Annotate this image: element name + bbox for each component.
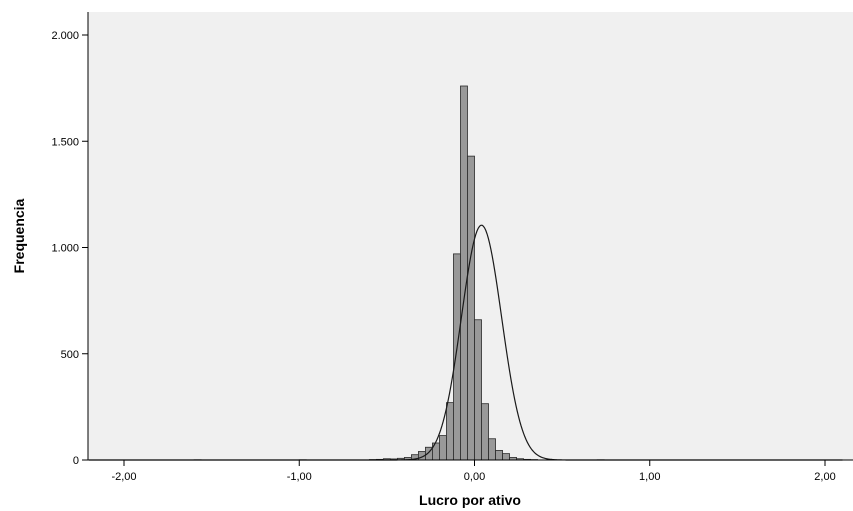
histogram-bar	[481, 403, 489, 461]
x-tick-label: 1,00	[639, 471, 660, 483]
y-axis-ticks: 0 500 1.000 1.500 2.000	[51, 30, 88, 467]
y-tick-label: 1.500	[51, 136, 79, 148]
x-tick-label: 0,00	[464, 471, 485, 483]
histogram-bar	[453, 253, 461, 461]
x-axis-ticks: -2,00 -1,00 0,00 1,00 2,00	[111, 460, 836, 483]
histogram-bar	[460, 85, 468, 461]
x-tick-label: -2,00	[111, 471, 136, 483]
y-tick-label: 1.000	[51, 243, 79, 255]
histogram-bar	[467, 155, 475, 461]
histogram-bar	[446, 402, 454, 461]
y-axis-title: Frequencia	[11, 198, 27, 273]
histogram-bar	[495, 450, 503, 461]
y-tick-label: 0	[73, 455, 79, 467]
histogram-bar	[502, 453, 510, 461]
y-tick-label: 500	[61, 349, 79, 361]
histogram-bar	[488, 438, 496, 461]
x-axis-title: Lucro por ativo	[419, 492, 521, 508]
x-tick-label: -1,00	[287, 471, 312, 483]
x-tick-label: 2,00	[814, 471, 835, 483]
y-tick-label: 2.000	[51, 30, 79, 42]
histogram-bar	[439, 435, 447, 461]
histogram-bar	[474, 319, 482, 461]
